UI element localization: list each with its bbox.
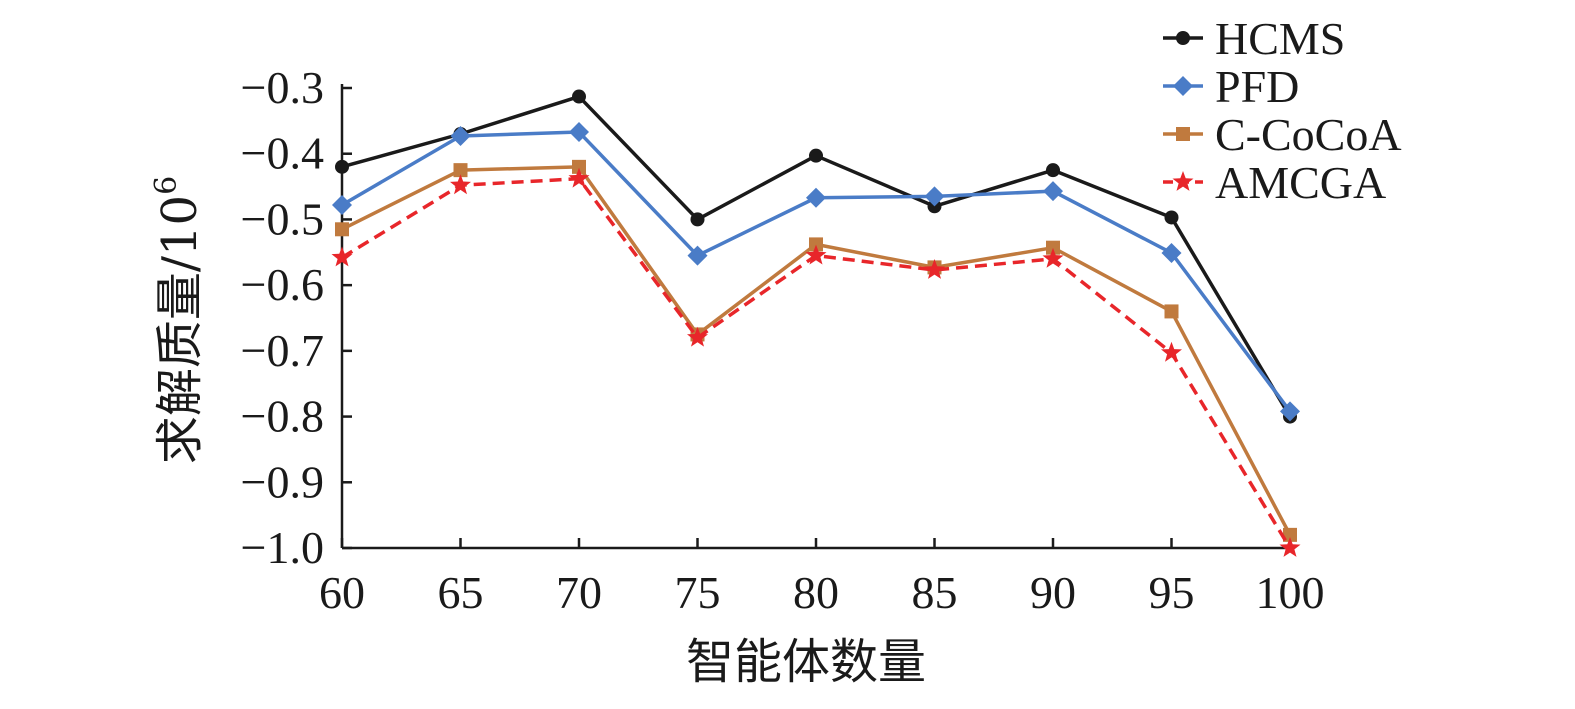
- legend-item-pfd: PFD: [1163, 61, 1299, 112]
- legend-label-amcga: AMCGA: [1215, 157, 1386, 208]
- data-point-c-cocoa: [1283, 527, 1297, 542]
- data-point-amcga: [450, 174, 471, 195]
- legend-item-amcga: AMCGA: [1163, 157, 1386, 208]
- x-tick-label: 80: [793, 567, 839, 618]
- x-tick-label: 85: [912, 567, 958, 618]
- data-point-pfd: [1043, 181, 1063, 202]
- legend-item-hcms: HCMS: [1163, 13, 1345, 64]
- data-point-pfd: [1280, 401, 1300, 422]
- legend-marker-c-cocoa: [1176, 127, 1190, 141]
- series-pfd: [332, 122, 1300, 422]
- series-amcga: [331, 167, 1301, 557]
- data-point-amcga: [568, 167, 590, 188]
- x-axis-ticks: 60 65 70 75 80 85 90 95 100: [319, 538, 1325, 618]
- series-group: [331, 89, 1301, 557]
- data-point-hcms: [335, 159, 349, 174]
- data-point-pfd: [806, 187, 826, 208]
- data-point-amcga: [1161, 341, 1182, 362]
- legend-marker-hcms: [1176, 31, 1190, 45]
- y-axis-title-exponent: 6: [149, 176, 184, 195]
- data-point-c-cocoa: [1164, 304, 1179, 319]
- y-tick-label: −0.9: [241, 456, 324, 507]
- data-point-amcga: [805, 244, 827, 265]
- data-point-hcms: [1046, 163, 1060, 178]
- y-axis-title-main: 求解质量/10: [152, 195, 208, 464]
- x-tick-label: 95: [1149, 567, 1195, 618]
- data-point-pfd: [450, 125, 471, 146]
- data-point-c-cocoa: [453, 163, 468, 178]
- y-tick-label: −1.0: [241, 522, 324, 573]
- y-tick-label: −0.6: [241, 259, 324, 310]
- y-tick-label: −0.8: [241, 391, 324, 442]
- legend-marker-pfd: [1173, 76, 1193, 96]
- y-tick-label: −0.5: [241, 193, 324, 244]
- y-tick-label: −0.7: [241, 325, 324, 376]
- x-tick-label: 65: [438, 567, 484, 618]
- y-axis-title-group: 求解质量/106: [149, 176, 208, 464]
- data-point-pfd: [924, 186, 945, 207]
- data-point-hcms: [572, 89, 586, 104]
- data-point-pfd: [569, 122, 589, 143]
- series-line-amcga: [341, 176, 1292, 549]
- y-tick-label: −0.3: [241, 62, 324, 113]
- legend-item-c-cocoa: C-CoCoA: [1163, 109, 1402, 160]
- data-point-c-cocoa: [1046, 240, 1060, 255]
- data-point-c-cocoa: [335, 222, 349, 237]
- y-axis-title: 求解质量/106: [149, 176, 208, 464]
- x-tick-label: 60: [319, 567, 365, 618]
- series-line-pfd: [341, 130, 1292, 413]
- x-tick-label: 90: [1030, 567, 1076, 618]
- data-point-c-cocoa: [809, 237, 823, 252]
- data-point-hcms: [690, 212, 705, 227]
- x-axis-title: 智能体数量: [686, 634, 926, 690]
- legend-label-pfd: PFD: [1215, 61, 1299, 112]
- data-point-hcms: [809, 148, 823, 163]
- y-tick-label: −0.4: [241, 128, 324, 179]
- x-tick-label: 75: [675, 567, 721, 618]
- x-tick-label: 100: [1256, 567, 1325, 618]
- data-point-amcga: [1279, 537, 1301, 557]
- data-point-amcga: [687, 326, 708, 347]
- series-c-cocoa: [335, 159, 1297, 542]
- legend-marker-amcga: [1172, 171, 1194, 191]
- data-point-amcga: [331, 246, 353, 267]
- x-tick-label: 70: [556, 567, 602, 618]
- y-axis-ticks: −0.3 −0.4 −0.5 −0.6 −0.7 −0.8 −0.9 −1.0: [241, 62, 352, 573]
- data-point-pfd: [1161, 242, 1182, 263]
- data-point-hcms: [1164, 210, 1179, 225]
- legend-label-hcms: HCMS: [1215, 13, 1345, 64]
- data-point-pfd: [332, 194, 352, 215]
- series-line-c-cocoa: [341, 165, 1292, 536]
- legend-label-c-cocoa: C-CoCoA: [1215, 109, 1402, 160]
- data-point-pfd: [687, 245, 708, 266]
- data-point-amcga: [924, 259, 945, 279]
- data-point-amcga: [1042, 247, 1064, 268]
- data-point-c-cocoa: [572, 159, 586, 174]
